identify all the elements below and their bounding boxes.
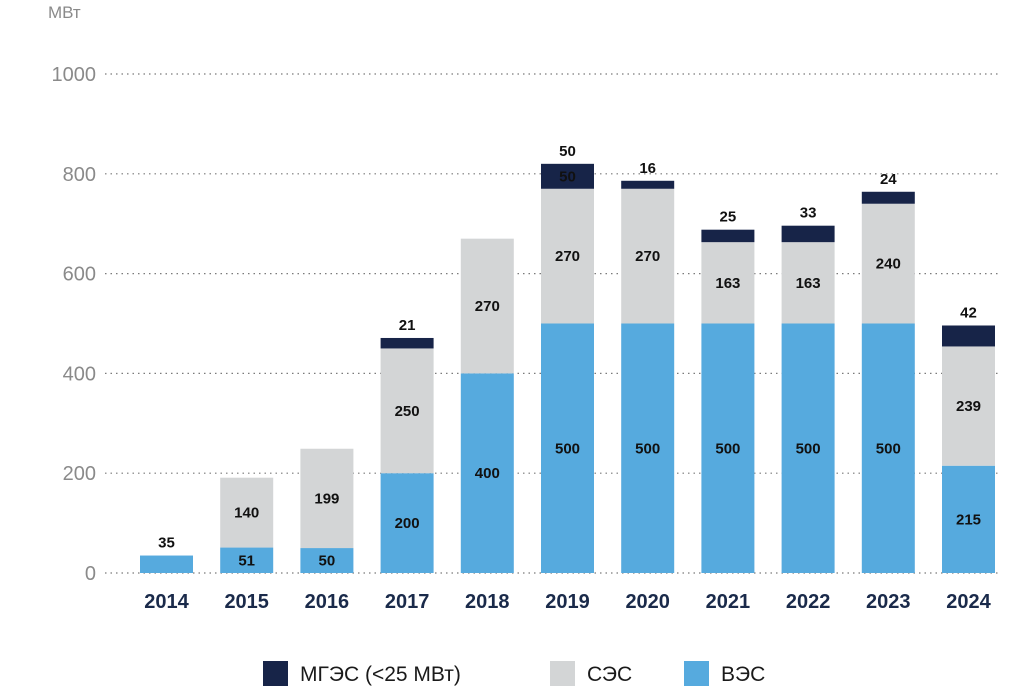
data-label: 51 — [238, 552, 255, 569]
data-label: 240 — [876, 256, 901, 273]
data-label: 250 — [395, 403, 420, 420]
x-tick-label: 2023 — [866, 591, 911, 613]
bar-segment — [621, 180, 675, 189]
total-top-label: 24 — [880, 171, 897, 188]
bar-segment — [621, 188, 675, 324]
y-tick-label: 200 — [63, 463, 96, 485]
bar-segment — [701, 323, 755, 573]
total-top-label: 16 — [639, 160, 656, 177]
data-label: 270 — [635, 248, 660, 265]
bar-segment — [701, 242, 755, 324]
bar-segment — [781, 225, 835, 243]
bar-segment — [140, 555, 193, 573]
y-tick-label: 800 — [63, 164, 96, 186]
bar-segment — [861, 191, 915, 204]
bar-segment — [701, 229, 755, 243]
bar-segment — [781, 323, 835, 573]
legend-swatch — [550, 661, 575, 686]
total-top-label: 21 — [399, 317, 416, 334]
bar-segment — [942, 346, 995, 466]
x-tick-label: 2014 — [144, 591, 189, 613]
bar-segment — [380, 473, 434, 573]
x-tick-label: 2016 — [305, 591, 350, 613]
y-tick-label: 400 — [63, 363, 96, 385]
x-tick-label: 2024 — [946, 591, 991, 613]
data-label: 400 — [475, 465, 500, 482]
x-tick-label: 2017 — [385, 591, 430, 613]
bar-segment — [861, 323, 915, 573]
bar-segment — [300, 448, 354, 549]
x-tick-label: 2019 — [545, 591, 590, 613]
data-label: 50 — [319, 553, 336, 570]
bar-segment — [861, 203, 915, 324]
total-top-label: 35 — [158, 535, 175, 552]
x-tick-label: 2015 — [224, 591, 269, 613]
data-label: 140 — [234, 505, 259, 522]
bars — [140, 163, 995, 573]
x-tick-label: 2018 — [465, 591, 510, 613]
bar-segment — [380, 337, 434, 349]
data-label: 200 — [395, 515, 420, 532]
legend-label: ВЭС — [721, 663, 765, 686]
data-label: 500 — [635, 440, 660, 457]
bar-segment — [220, 547, 274, 573]
x-tick-label: 2022 — [786, 591, 831, 613]
bar-segment — [942, 465, 995, 573]
bar-segment — [781, 242, 835, 324]
y-tick-label: 600 — [63, 264, 96, 286]
total-top-label: 50 — [559, 143, 576, 160]
data-label: 163 — [796, 275, 821, 292]
data-label: 163 — [715, 275, 740, 292]
x-tick-label: 2020 — [625, 591, 670, 613]
x-tick-label: 2021 — [706, 591, 751, 613]
data-label: 500 — [876, 440, 901, 457]
data-label: 199 — [314, 490, 339, 507]
legend-swatch — [263, 661, 288, 686]
data-label: 239 — [956, 398, 981, 415]
bar-segment — [220, 477, 274, 548]
data-label: 500 — [715, 440, 740, 457]
bar-segment — [300, 548, 354, 573]
y-tick-label: 0 — [85, 563, 96, 585]
y-tick-label: 1000 — [52, 64, 97, 86]
legend-label: МГЭС (<25 МВт) — [300, 663, 461, 686]
bar-segment — [460, 238, 514, 374]
data-label: 270 — [555, 248, 580, 265]
data-labels: 35 51 140 50 199 200 250 21 400 270 500 270 50 50 500 2… — [158, 143, 981, 570]
data-label: 270 — [475, 298, 500, 315]
data-label: 500 — [555, 440, 580, 457]
bar-segment — [380, 348, 434, 474]
data-label: 50 — [559, 168, 576, 185]
bar-segment — [460, 373, 514, 573]
legend: МГЭС (<25 МВт) СЭС ВЭС — [263, 661, 765, 686]
bar-segment — [541, 163, 594, 189]
legend-label: СЭС — [587, 663, 632, 686]
x-axis-ticks: 2014 2015 2016 2017 2018 2019 2020 2021 2022 2023… — [144, 591, 991, 613]
data-label: 500 — [796, 440, 821, 457]
total-top-label: 42 — [960, 304, 977, 321]
bar-segment — [541, 323, 594, 573]
total-top-label: 33 — [800, 205, 817, 222]
data-label: 215 — [956, 511, 981, 528]
y-axis-ticks: 0 200 400 600 800 1000 — [52, 64, 97, 585]
total-top-label: 25 — [720, 209, 737, 226]
y-axis-unit-label: МВт — [48, 3, 81, 22]
bar-segment — [541, 188, 594, 324]
bar-segment — [942, 325, 995, 347]
bar-segment — [621, 323, 675, 573]
legend-swatch — [684, 661, 709, 686]
